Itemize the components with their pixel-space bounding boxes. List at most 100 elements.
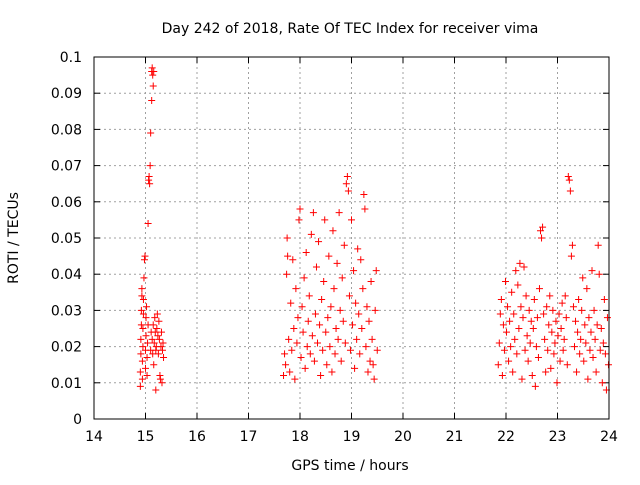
data-point [496, 310, 504, 318]
data-point [160, 353, 168, 361]
data-point [511, 335, 519, 343]
data-point [365, 317, 373, 325]
data-point [326, 343, 334, 351]
data-point [151, 328, 159, 336]
data-point [528, 372, 536, 380]
data-point [586, 346, 594, 354]
data-point [587, 328, 595, 336]
data-point [143, 353, 151, 361]
y-axis-label: ROTI / TECUs [6, 192, 22, 284]
data-point [330, 285, 338, 293]
data-point [336, 306, 344, 314]
data-point [555, 310, 563, 318]
data-point [146, 180, 154, 188]
data-point [361, 205, 369, 213]
data-point [580, 357, 588, 365]
data-point [139, 310, 147, 318]
data-point [599, 339, 607, 347]
data-point [136, 368, 144, 376]
data-point [535, 285, 543, 293]
data-point [574, 328, 582, 336]
data-point [597, 325, 605, 332]
data-point [149, 321, 157, 329]
data-point [551, 339, 559, 347]
data-point [308, 332, 316, 340]
data-point [299, 328, 307, 336]
data-point [525, 306, 533, 314]
data-point [353, 335, 361, 343]
data-point [529, 325, 537, 332]
data-point [143, 372, 151, 380]
data-point [515, 325, 523, 332]
data-point [583, 285, 591, 293]
data-point [139, 296, 147, 304]
data-point [532, 343, 540, 351]
data-point [328, 368, 336, 376]
data-point [369, 361, 377, 369]
data-point [545, 321, 553, 329]
data-point [144, 339, 152, 347]
x-tick-label: 17 [240, 429, 258, 445]
data-point [524, 357, 532, 365]
data-point [563, 361, 571, 369]
data-point [560, 335, 568, 343]
data-point [283, 234, 291, 242]
data-point [604, 361, 612, 369]
x-tick-label: 15 [137, 429, 155, 445]
data-point [360, 191, 368, 199]
data-point [534, 353, 542, 361]
data-point [588, 267, 596, 275]
data-point [516, 259, 524, 267]
data-point [289, 256, 297, 264]
y-tick-label: 0.07 [51, 159, 82, 175]
data-point [498, 372, 506, 380]
data-point [537, 227, 545, 235]
data-point [595, 270, 603, 278]
data-point [352, 299, 360, 307]
data-point [323, 361, 331, 369]
data-point [573, 368, 581, 376]
data-point [372, 267, 380, 275]
data-point [324, 314, 332, 322]
data-point [303, 343, 311, 351]
data-point [505, 357, 513, 365]
data-point [148, 335, 156, 343]
data-point [137, 335, 145, 343]
data-point [538, 234, 546, 242]
data-point [343, 172, 351, 180]
data-point [512, 267, 520, 275]
data-point [147, 129, 155, 137]
data-point [335, 209, 343, 217]
data-point [510, 310, 518, 318]
data-point [590, 306, 598, 314]
data-point [579, 274, 587, 282]
data-point [318, 296, 326, 304]
data-point [523, 332, 531, 340]
data-point [518, 375, 526, 383]
data-point [371, 306, 379, 314]
x-tick-label: 21 [446, 429, 464, 445]
data-point [508, 288, 516, 296]
data-point [564, 172, 572, 180]
data-point [348, 216, 355, 224]
data-point [578, 306, 586, 314]
data-point [319, 346, 327, 354]
data-point [341, 339, 349, 347]
data-point [154, 350, 162, 358]
x-tick-label: 23 [549, 429, 567, 445]
data-point [554, 332, 562, 340]
data-point [592, 368, 600, 376]
data-point [506, 317, 514, 325]
data-point [542, 368, 550, 376]
data-point [155, 317, 163, 325]
data-point [499, 321, 507, 329]
data-point [321, 216, 329, 224]
data-point [143, 303, 151, 311]
data-point [366, 357, 374, 365]
x-tick-label: 20 [394, 429, 412, 445]
data-point [302, 248, 310, 256]
data-point [355, 310, 363, 318]
data-point [557, 325, 565, 332]
data-point [356, 350, 364, 358]
